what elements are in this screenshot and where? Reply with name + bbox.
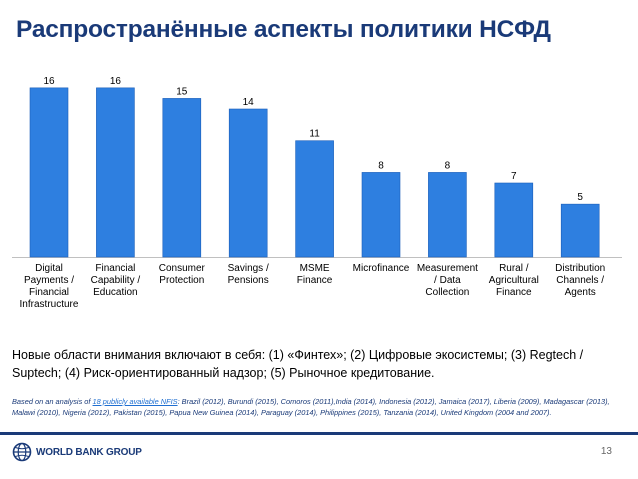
bar-value-label: 14 <box>243 97 255 108</box>
bar <box>361 172 401 258</box>
category-label: MSME Finance <box>296 263 333 286</box>
category-label: Savings / Pensions <box>227 263 269 286</box>
category-label: Microfinance <box>352 263 410 274</box>
source-note: Based on an analysis of 18 publicly avai… <box>12 397 624 418</box>
bar <box>29 87 69 258</box>
bar-value-label: 8 <box>378 160 384 171</box>
source-prefix: Based on an analysis of <box>12 397 93 406</box>
bar <box>162 98 202 258</box>
bar <box>96 87 135 258</box>
bar <box>228 108 268 258</box>
bar <box>295 140 334 258</box>
globe-icon <box>12 442 32 462</box>
source-link[interactable]: 18 publicly available NFIS <box>92 397 178 406</box>
world-bank-logo: WORLD BANK GROUP <box>12 441 142 463</box>
slide-title: Распространённые аспекты политики НСФД <box>16 16 551 43</box>
bar-chart: 16 16 15 14 11 8 8 7 5 <box>12 76 622 258</box>
logo-text: WORLD BANK GROUP <box>36 446 142 458</box>
bar-value-label: 16 <box>110 76 122 87</box>
source-countries: : Brazil (2012), Burundi (2015), Comoros… <box>12 397 610 417</box>
bar-value-label: 15 <box>176 86 188 97</box>
category-label: Consumer Protection <box>158 263 205 286</box>
bar-value-label: 16 <box>43 76 55 87</box>
category-label: Digital Payments / Financial Infrastruct… <box>19 263 79 310</box>
bar <box>560 203 600 258</box>
category-label: Rural / Agricultural Finance <box>488 263 539 298</box>
category-label: Financial Capability / Education <box>90 263 141 298</box>
bar <box>428 172 467 258</box>
bar-value-label: 5 <box>577 192 583 203</box>
bar-value-label: 7 <box>511 171 517 182</box>
bar-value-label: 11 <box>309 129 320 140</box>
bar-value-label: 8 <box>445 160 451 171</box>
bar <box>494 182 534 258</box>
category-label: Measurement / Data Collection <box>416 263 478 298</box>
category-label: Distribution Channels / Agents <box>555 263 606 298</box>
note-text: Новые области внимания включают в себя: … <box>12 348 584 380</box>
footer-rule <box>0 432 638 435</box>
page-number: 13 <box>600 446 612 457</box>
